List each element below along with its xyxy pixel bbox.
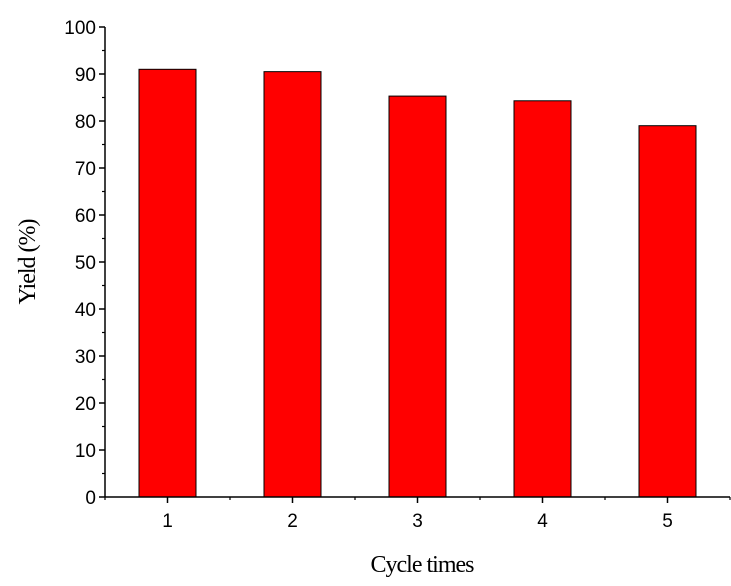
y-tick-label: 50 [75, 253, 96, 274]
y-tick-label: 60 [75, 206, 96, 227]
y-tick-label: 70 [75, 159, 96, 180]
bars-layer [138, 68, 697, 498]
y-tick-label: 0 [85, 488, 96, 509]
y-tick-label: 30 [75, 347, 96, 368]
bar-5 [638, 125, 697, 498]
bar-4 [513, 100, 572, 498]
x-tick-label: 4 [537, 511, 548, 532]
y-tick-label: 10 [75, 441, 96, 462]
x-tick-label: 3 [412, 511, 423, 532]
x-tick-label: 1 [162, 511, 173, 532]
y-tick-label: 80 [75, 112, 96, 133]
x-tick-label: 5 [662, 511, 673, 532]
y-tick-label: 100 [64, 18, 96, 39]
y-tick-label: 40 [75, 300, 96, 321]
y-axis-title: Yield (%) [15, 220, 41, 305]
x-axis-title: Cycle times [371, 552, 475, 578]
labels-layer: 0 10 20 30 40 50 60 70 80 90 100 1 2 3 4 5 [64, 18, 672, 532]
bar-1 [138, 68, 197, 498]
bar-2 [263, 71, 322, 498]
axes-layer [99, 26, 731, 503]
bar-3 [388, 95, 447, 498]
y-tick-label: 90 [75, 65, 96, 86]
y-tick-label: 20 [75, 394, 96, 415]
x-tick-label: 2 [287, 511, 298, 532]
